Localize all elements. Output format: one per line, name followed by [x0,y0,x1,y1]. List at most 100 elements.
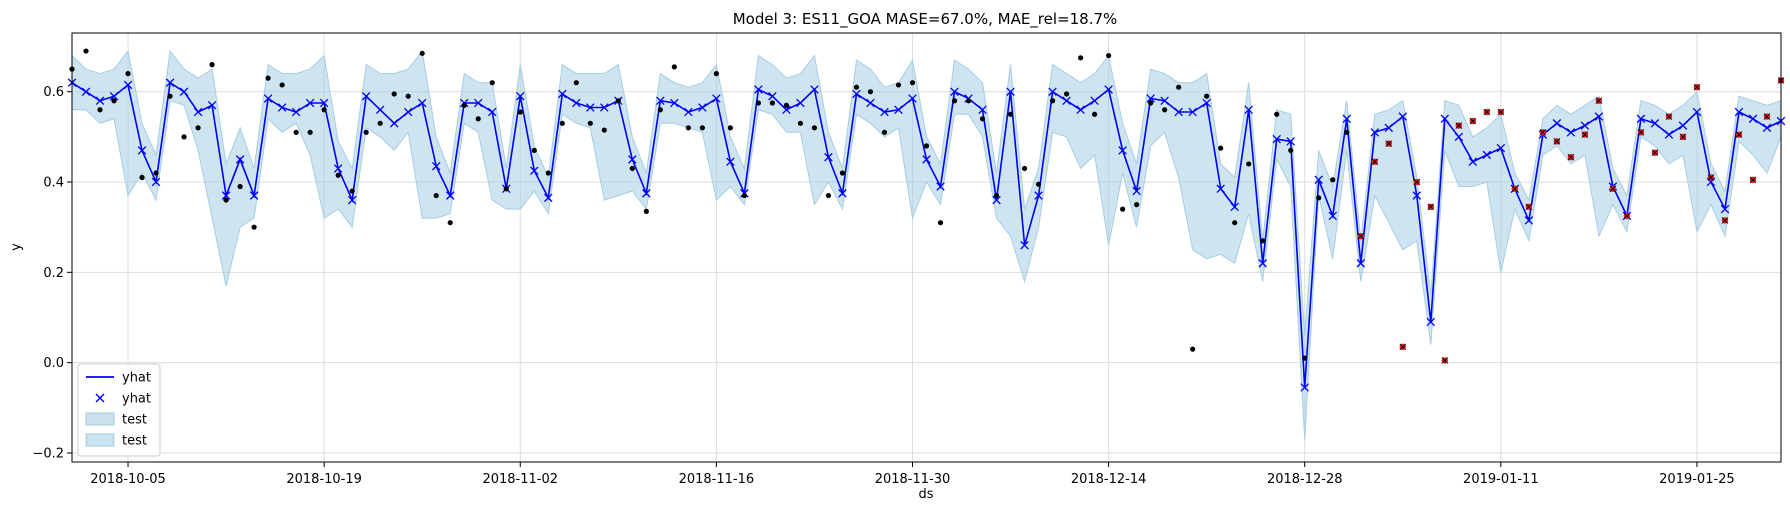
yhat-marker [782,105,791,115]
yhat-marker-stroke [1748,114,1758,124]
actual-point [909,80,916,86]
actual-point [363,129,369,135]
yhat-marker-stroke [109,91,119,101]
actual-point [867,89,874,95]
actual-point [405,93,411,99]
x-tick-label: 2019-01-25 [1659,472,1735,487]
actual-point [237,183,243,190]
yhat-marker [670,98,679,108]
legend-entry: test [85,412,147,428]
yhat-marker [726,157,735,166]
yhat-marker-stroke [586,103,595,112]
actual-point [1232,220,1238,226]
yhat-marker-stroke [684,107,693,117]
yhat-marker [1384,123,1394,133]
actual-point [1162,107,1168,113]
x-tick-label: 2019-01-11 [1463,472,1539,487]
confidence-band-area [71,49,1782,440]
legend-label: test [122,434,147,449]
yhat-marker-stroke [95,96,105,105]
test-point-cross [1385,140,1393,147]
yhat-marker [1594,112,1604,121]
actual-point [97,107,103,113]
test-point-cross [1693,83,1701,91]
x-axis-label: ds [918,487,933,502]
test-point [1385,140,1393,147]
yhat-marker-stroke [936,182,945,191]
actual-point [293,129,299,135]
test-point [1763,113,1771,120]
test-point [1357,232,1365,240]
yhat-marker [263,94,273,103]
actual-point [713,71,719,77]
yhat-marker-stroke [838,189,847,198]
legend-label: yhat [122,371,151,386]
yhat-marker [600,103,609,112]
yhat-marker-stroke [137,146,147,155]
yhat-marker-stroke [1440,114,1450,124]
yhat-marker-stroke [207,100,217,110]
actual-point [1176,84,1182,90]
yhat-marker-stroke [1398,112,1408,121]
yhat-marker-stroke [1090,96,1099,105]
test-point [1651,149,1659,156]
yhat-marker [684,107,693,117]
yhat-marker-stroke [1524,216,1534,225]
actual-point [1035,181,1042,187]
yhat-marker-stroke [1664,130,1674,139]
actual-point [125,71,131,77]
test-point-cross [1581,131,1589,138]
actual-point [503,186,509,192]
test-point-cross [1553,138,1561,145]
yhat-marker [1678,121,1688,130]
legend-entry: test [85,433,147,449]
y-tick-label: 0.0 [43,356,64,371]
actual-point [895,82,902,88]
yhat-marker-stroke [950,87,959,96]
yhat-marker [992,195,1001,205]
test-point-cross [1511,185,1519,193]
yhat-marker [1748,114,1758,124]
yhat-marker [473,98,483,108]
test-point-cross [1469,117,1477,125]
test-point-cross [1567,153,1575,161]
yhat-marker [1734,107,1744,117]
yhat-marker-stroke [1272,134,1281,144]
actual-point [209,62,215,68]
actual-point [1021,165,1028,172]
actual-point [839,170,846,176]
actual-point [1302,355,1308,361]
yhat-marker-stroke [1496,143,1506,153]
legend-box [77,363,161,457]
yhat-marker-stroke [319,98,329,108]
test-point [1539,129,1547,136]
test-point [1595,97,1603,105]
yhat-marker [1174,107,1183,117]
x-tick-label: 2018-12-28 [1267,472,1343,487]
yhat-marker [95,96,105,105]
yhat-marker-stroke [1342,114,1352,124]
yhat-marker [235,155,245,164]
yhat-marker [1244,105,1253,115]
yhat-marker [852,89,861,99]
yhat-marker-stroke [389,119,399,128]
test-point [1553,138,1561,145]
yhat-marker [936,182,945,191]
yhat-marker [642,189,651,198]
yhat-marker-stroke [1692,107,1702,117]
yhat-marker-stroke [1566,128,1576,137]
yhat-marker-stroke [1580,121,1590,130]
actual-point [797,120,804,126]
actual-point [643,208,649,214]
yhat-marker [109,91,119,101]
yhat-marker-stroke [165,78,175,87]
yhat-marker-stroke [291,107,301,117]
actual-point [181,134,187,140]
yhat-marker [1482,150,1492,160]
actual-point [1077,55,1084,61]
actual-point [1218,145,1224,151]
yhat-marker [1496,143,1506,153]
actual-point [1007,111,1014,117]
yhat-marker [516,91,525,101]
actual-point [1091,111,1098,117]
